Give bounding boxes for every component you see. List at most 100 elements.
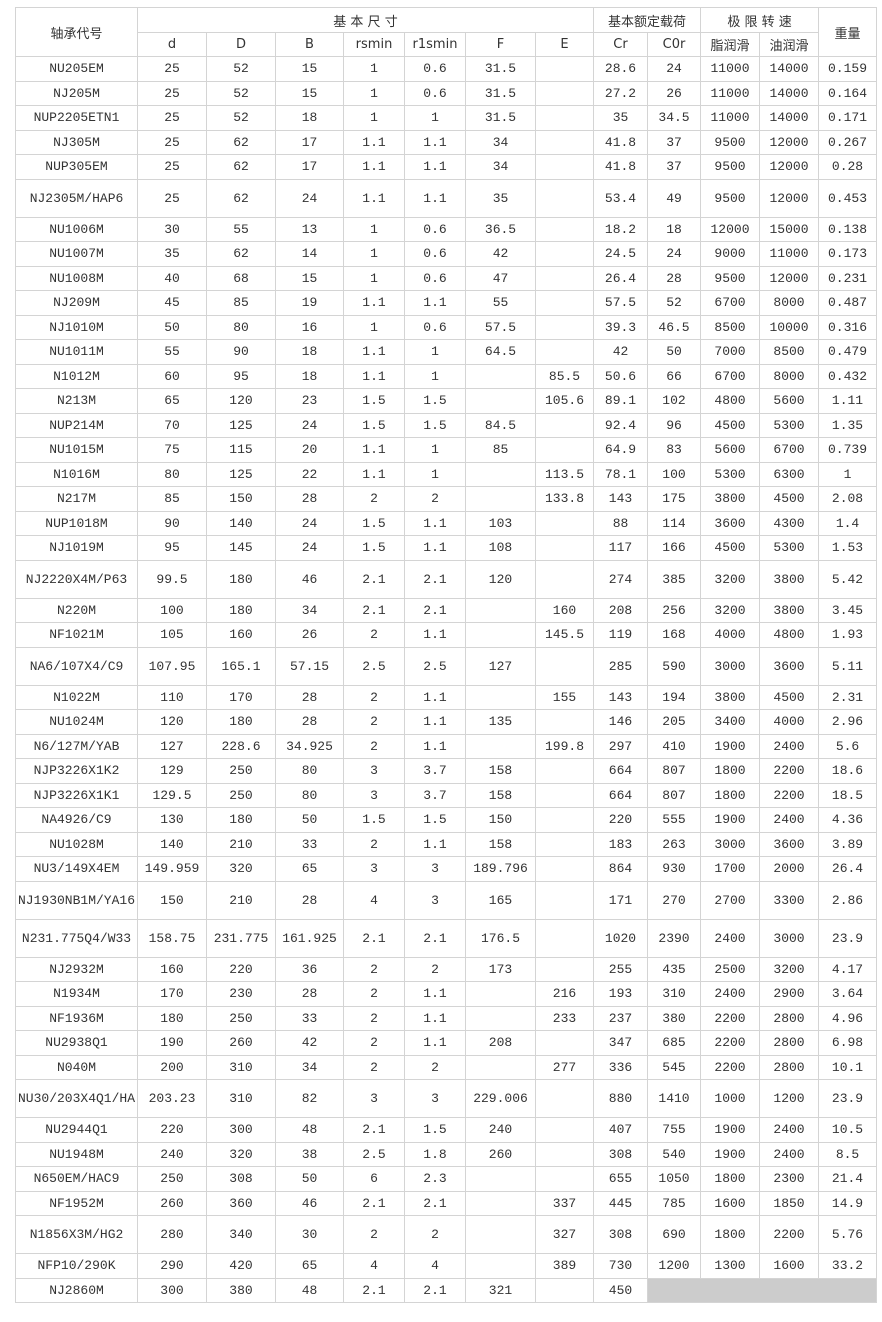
table-row: NJ1019M 95 145 24 1.5 1.1 108 117 166 4500 5300 1.5… xyxy=(15,535,878,561)
table-row: NJ1930NB1M/YA16 150 210 28 4 3 165 171 270 2700 33… xyxy=(15,880,878,920)
table-cell: 16 xyxy=(275,314,344,340)
table-cell: 24 xyxy=(646,241,702,267)
table-cell: 193 xyxy=(593,981,648,1007)
table-row: NJ2860M 300 380 48 2.1 2.1 321 450 xyxy=(15,1277,878,1303)
table-cell: 0.267 xyxy=(818,129,878,155)
table-cell: 25 xyxy=(137,129,207,155)
table-cell xyxy=(535,290,594,316)
table-cell: 39.3 xyxy=(593,314,648,340)
table-cell: 33 xyxy=(275,831,344,857)
table-cell: 2.1 xyxy=(404,918,466,958)
table-cell: 95 xyxy=(137,535,207,561)
table-cell: 205 xyxy=(646,709,702,735)
bearing-code-cell: NJP3226X1K1 xyxy=(15,782,138,808)
table-cell xyxy=(535,807,594,833)
table-cell: 50 xyxy=(275,807,344,833)
bearing-code-cell: NJ1010M xyxy=(15,314,138,340)
table-cell: 17 xyxy=(275,129,344,155)
table-cell: 64.9 xyxy=(593,437,648,463)
bearing-code-cell: NU1015M xyxy=(15,437,138,463)
table-cell: 1.1 xyxy=(343,154,405,180)
table-cell: 2300 xyxy=(759,1166,820,1192)
table-cell: 2.5 xyxy=(343,646,405,686)
table-cell: 34 xyxy=(465,129,536,155)
table-cell xyxy=(535,241,594,267)
table-cell: 2 xyxy=(343,1030,405,1056)
table-cell: 2000 xyxy=(759,856,820,882)
table-cell: 26.4 xyxy=(818,856,878,882)
table-cell: 82 xyxy=(275,1079,344,1118)
table-cell: 12000 xyxy=(759,129,820,155)
table-cell: 2.1 xyxy=(343,918,405,958)
table-cell: 2200 xyxy=(700,1030,761,1056)
bearing-code-cell: NJ209M xyxy=(15,290,138,316)
table-cell: 33 xyxy=(275,1005,344,1031)
table-cell: 380 xyxy=(646,1005,702,1031)
table-cell: 22 xyxy=(275,461,344,487)
table-cell: 1 xyxy=(343,216,405,242)
table-cell: 5600 xyxy=(759,388,820,414)
table-row: N213M 65 120 23 1.5 1.5 105.6 89.1 102 4800 5600 1.… xyxy=(15,388,878,414)
bearing-code-cell: N650EM/HAC9 xyxy=(15,1166,138,1192)
bearing-code-cell: NU1024M xyxy=(15,709,138,735)
table-cell: 1700 xyxy=(700,856,761,882)
table-cell: 2.1 xyxy=(404,1277,466,1303)
table-cell xyxy=(535,56,594,82)
table-cell: 45 xyxy=(137,290,207,316)
table-cell: 389 xyxy=(535,1253,594,1279)
table-cell: 102 xyxy=(646,388,702,414)
table-cell: 120 xyxy=(206,388,276,414)
table-cell: 5.6 xyxy=(818,733,878,759)
table-cell: 210 xyxy=(206,880,276,920)
table-cell: 1.1 xyxy=(404,129,466,155)
table-cell: 190 xyxy=(137,1030,207,1056)
table-row: NU1008M 40 68 15 1 0.6 47 26.4 28 9500 12000 0.231 xyxy=(15,265,878,291)
table-row: NU1015M 75 115 20 1.1 1 85 64.9 83 5600 6700 0.739 xyxy=(15,437,878,463)
table-cell: 0.231 xyxy=(818,265,878,291)
table-cell xyxy=(535,1079,594,1118)
table-cell: 6700 xyxy=(700,290,761,316)
table-cell: 31.5 xyxy=(465,80,536,106)
table-cell: 250 xyxy=(206,758,276,784)
table-cell: 170 xyxy=(206,684,276,710)
table-cell: 180 xyxy=(137,1005,207,1031)
table-cell: 100 xyxy=(137,597,207,623)
table-cell: 8000 xyxy=(759,290,820,316)
table-cell xyxy=(465,1190,536,1216)
table-cell xyxy=(535,80,594,106)
table-cell: 3600 xyxy=(759,646,820,686)
table-cell: 3.7 xyxy=(404,782,466,808)
table-cell: 200 xyxy=(137,1054,207,1080)
table-cell: 864 xyxy=(593,856,648,882)
table-cell: 2800 xyxy=(759,1054,820,1080)
table-cell: 220 xyxy=(593,807,648,833)
table-cell: 8000 xyxy=(759,363,820,389)
bearing-code-cell: NJ2305M/HAP6 xyxy=(15,178,138,218)
table-cell: 52 xyxy=(206,80,276,106)
table-cell: 664 xyxy=(593,782,648,808)
empty-gray-cell xyxy=(646,1277,878,1303)
table-cell: 5300 xyxy=(759,412,820,438)
table-cell xyxy=(535,1030,594,1056)
table-row: NJP3226X1K2 129 250 80 3 3.7 158 664 807 1800 2200… xyxy=(15,758,878,784)
table-cell: 90 xyxy=(206,339,276,365)
table-cell: 1800 xyxy=(700,1215,761,1254)
table-cell: 1800 xyxy=(700,1166,761,1192)
table-cell: 80 xyxy=(206,314,276,340)
table-cell xyxy=(535,437,594,463)
table-cell: 150 xyxy=(465,807,536,833)
table-cell: 24.5 xyxy=(593,241,648,267)
table-row: N6/127M/YAB 127 228.6 34.925 2 1.1 199.8 297 410… xyxy=(15,733,878,759)
table-cell: 1.5 xyxy=(343,412,405,438)
table-cell: 75 xyxy=(137,437,207,463)
table-cell: 21.4 xyxy=(818,1166,878,1192)
table-cell: 1900 xyxy=(700,807,761,833)
table-cell: 7000 xyxy=(700,339,761,365)
bearing-code-cell: NUP214M xyxy=(15,412,138,438)
table-cell: 4500 xyxy=(759,684,820,710)
header-basic-load-rating: 基本额定载荷 xyxy=(592,7,702,33)
table-cell: 18 xyxy=(275,363,344,389)
table-cell: 2 xyxy=(343,1054,405,1080)
table-cell: 18 xyxy=(275,105,344,131)
